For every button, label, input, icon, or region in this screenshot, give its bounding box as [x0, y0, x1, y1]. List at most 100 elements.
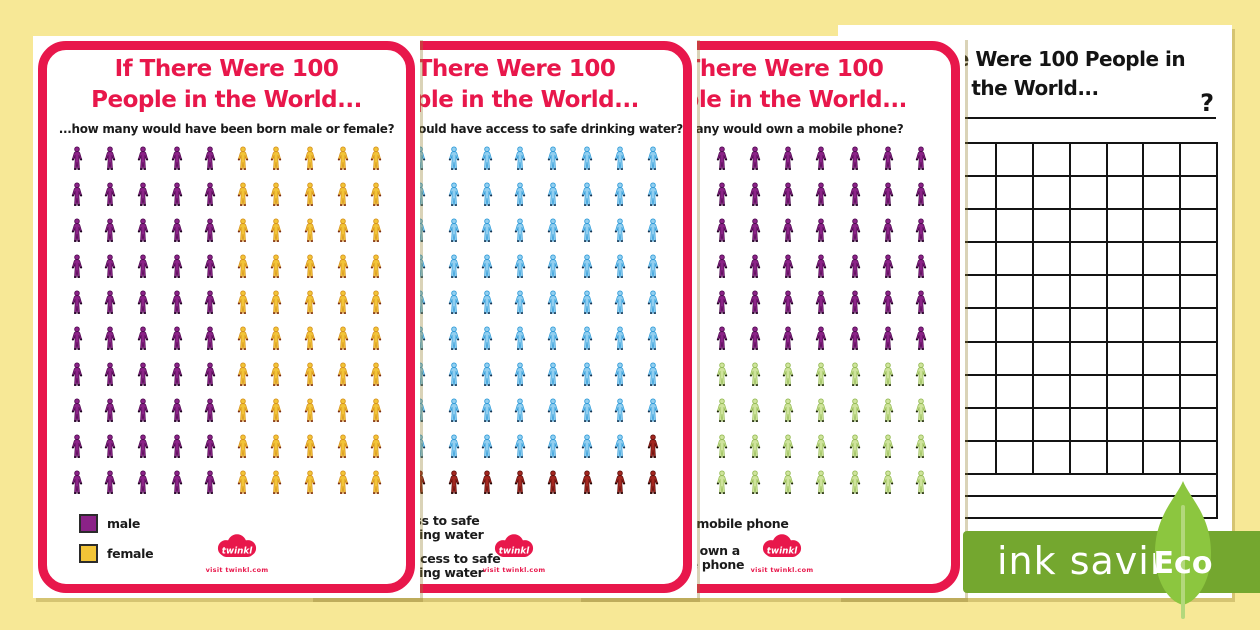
pictogram-cell: [813, 287, 829, 318]
person-own-mobile-phone-icon: [816, 253, 827, 278]
pictogram-cell: [714, 359, 730, 390]
pictogram-cell: [268, 251, 284, 282]
person-male-icon: [104, 397, 116, 422]
person-female-icon: [371, 289, 382, 314]
twinkl-logo: twinkl visit twinkl.com: [746, 534, 818, 574]
person-female-icon: [271, 145, 282, 170]
pictogram-cell: [847, 431, 863, 462]
grid-cell: [1107, 243, 1145, 277]
twinkl-cloud-icon: twinkl: [762, 534, 802, 558]
grid-cell: [1070, 441, 1108, 475]
person-no-mobile-phone-icon: [916, 361, 927, 386]
grid-cell: [1144, 276, 1182, 310]
person-female-icon: [371, 397, 382, 422]
twinkl-logo-text: twinkl: [499, 546, 530, 556]
grid-cell: [1033, 243, 1071, 277]
person-own-mobile-phone-icon: [849, 253, 860, 278]
worksheet-title-line: the World...: [971, 76, 1099, 100]
person-male-icon: [104, 181, 116, 206]
person-female-icon: [238, 469, 249, 494]
person-female-icon: [304, 253, 315, 278]
pictogram-cell: [335, 359, 351, 390]
twinkl-cloud-icon: twinkl: [494, 534, 534, 558]
pictogram-cell: [880, 215, 896, 246]
pictogram-cell: [302, 251, 318, 282]
person-access-to-safe-water-icon: [548, 325, 559, 350]
pictogram-cell: [446, 179, 462, 210]
pictogram-cell: [302, 431, 318, 462]
person-access-to-safe-water-icon: [614, 289, 626, 314]
pictogram-cell: [368, 431, 384, 462]
pictogram-cell: [780, 251, 796, 282]
grid-cell: [1107, 210, 1145, 244]
person-own-mobile-phone-icon: [916, 145, 927, 170]
person-no-access-to-safe-water-icon: [581, 469, 592, 494]
question-mark: ?: [1200, 89, 1214, 117]
pictogram-cell: [446, 323, 462, 354]
pictogram-cell: [579, 359, 595, 390]
pictogram-cell: [913, 467, 929, 498]
person-female-icon: [271, 217, 282, 242]
person-access-to-safe-water-icon: [581, 181, 592, 206]
pictogram-cell: [69, 179, 85, 210]
person-own-mobile-phone-icon: [783, 181, 794, 206]
pictogram-cell: [235, 431, 251, 462]
grid-cell: [1070, 177, 1108, 211]
pictogram-cell: [780, 467, 796, 498]
pictogram-cell: [235, 215, 251, 246]
grid-cell: [960, 144, 998, 178]
pictogram-cell: [169, 287, 185, 318]
pictogram-cell: [169, 179, 185, 210]
person-female-icon: [304, 361, 315, 386]
person-own-mobile-phone-icon: [816, 181, 827, 206]
person-female-icon: [337, 433, 349, 458]
card-title: If There Were 100 People in the World...: [33, 54, 420, 116]
grid-cell: [1144, 177, 1182, 211]
grid-cell: [1181, 342, 1218, 376]
pictogram-cell: [235, 467, 251, 498]
grid-cell: [997, 309, 1034, 343]
pictogram-cell: [202, 359, 218, 390]
person-access-to-safe-water-icon: [614, 397, 626, 422]
person-no-access-to-safe-water-icon: [648, 469, 659, 494]
person-female-icon: [271, 397, 282, 422]
pictogram-cell: [446, 143, 462, 174]
grid-cell: [960, 342, 998, 376]
person-male-icon: [104, 469, 116, 494]
pictogram-cell: [813, 467, 829, 498]
twinkl-tagline: visit twinkl.com: [750, 566, 814, 574]
grid-cell: [1107, 309, 1145, 343]
pictogram-cell: [202, 179, 218, 210]
grid-cell: [1181, 144, 1218, 178]
person-own-mobile-phone-icon: [882, 289, 894, 314]
pictogram-cell: [645, 395, 661, 426]
person-female-icon: [238, 397, 249, 422]
pictogram-cell: [714, 323, 730, 354]
person-female-icon: [304, 289, 315, 314]
person-female-icon: [271, 325, 282, 350]
person-no-mobile-phone-icon: [916, 469, 927, 494]
pictogram-cell: [335, 431, 351, 462]
person-own-mobile-phone-icon: [916, 289, 927, 314]
person-female-icon: [238, 217, 249, 242]
pictogram-cell: [880, 179, 896, 210]
person-access-to-safe-water-icon: [481, 145, 492, 170]
grid-cell: [1181, 177, 1218, 211]
pictogram-cell: [913, 395, 929, 426]
person-female-icon: [371, 325, 382, 350]
person-access-to-safe-water-icon: [581, 253, 592, 278]
person-access-to-safe-water-icon: [648, 325, 659, 350]
person-access-to-safe-water-icon: [581, 325, 592, 350]
pictogram-cell: [335, 287, 351, 318]
pictogram-cell: [612, 467, 628, 498]
pictogram-cell: [169, 215, 185, 246]
person-access-to-safe-water-icon: [548, 289, 559, 314]
grid-cell: [997, 276, 1034, 310]
pictogram-cell: [235, 359, 251, 390]
pictogram-cell: [368, 395, 384, 426]
person-male-icon: [138, 217, 149, 242]
pictogram-cell: [235, 143, 251, 174]
twinkl-logo: twinkl visit twinkl.com: [201, 534, 273, 574]
person-male-icon: [204, 469, 215, 494]
person-access-to-safe-water-icon: [515, 253, 526, 278]
